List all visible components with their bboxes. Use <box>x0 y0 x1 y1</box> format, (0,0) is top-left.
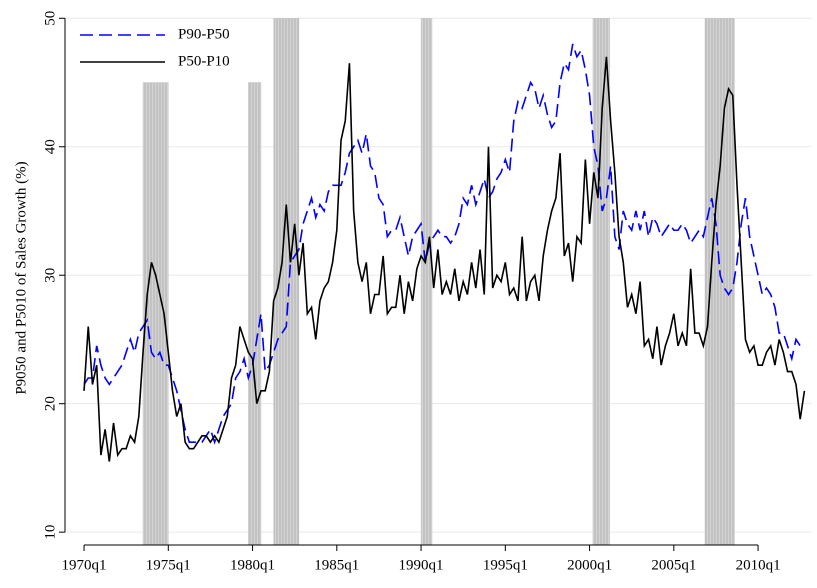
recession-band <box>420 18 433 546</box>
x-tick-label: 2000q1 <box>567 557 612 573</box>
x-tick-label: 1970q1 <box>62 557 107 573</box>
y-axis-label: P9050 and P5010 of Sales Growth (%) <box>13 161 29 394</box>
recession-band <box>273 18 300 546</box>
recession-band <box>704 18 735 546</box>
x-tick-label: 2010q1 <box>736 557 781 573</box>
y-tick-label: 50 <box>42 11 58 26</box>
x-tick-label: 1975q1 <box>146 557 191 573</box>
recession-band <box>248 82 262 546</box>
x-tick-label: 1980q1 <box>230 557 275 573</box>
recession-band <box>592 18 611 546</box>
x-tick-label: 1990q1 <box>399 557 444 573</box>
legend-label: P50-P10 <box>178 53 230 69</box>
series-line <box>83 43 805 445</box>
x-tick-label: 1985q1 <box>314 557 359 573</box>
x-tick-label: 2005q1 <box>651 557 696 573</box>
y-tick-label: 30 <box>42 268 58 283</box>
y-tick-label: 10 <box>42 525 58 540</box>
y-tick-label: 20 <box>42 396 58 411</box>
y-tick-label: 40 <box>42 139 58 154</box>
series-line <box>83 56 806 462</box>
x-tick-label: 1995q1 <box>483 557 528 573</box>
legend-label: P90-P50 <box>178 26 230 42</box>
